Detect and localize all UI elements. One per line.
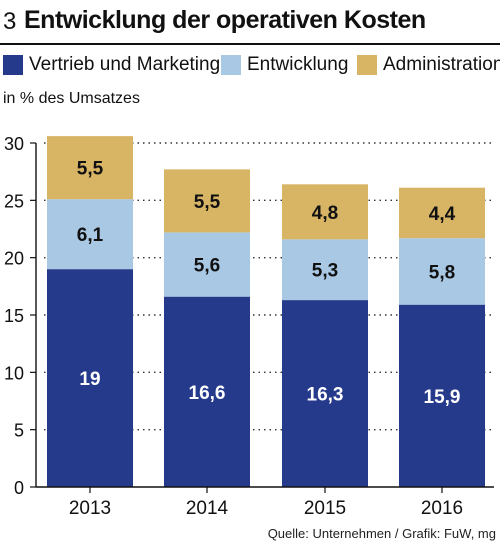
data-label-2014-1: 5,6	[194, 256, 220, 277]
data-label-2015-0: 16,3	[307, 385, 344, 406]
bar-2014-administration	[164, 169, 250, 233]
legend-item-entwicklung: Entwicklung	[221, 54, 348, 76]
chart-header: 3 Entwicklung der operativen Kosten	[0, 0, 500, 44]
bar-2013-entwicklung	[47, 199, 133, 270]
bar-2016-entwicklung	[399, 238, 485, 305]
data-label-2013-2: 5,5	[77, 159, 104, 180]
data-label-2016-0: 15,9	[424, 387, 461, 408]
bar-2016-vertrieb	[399, 304, 485, 487]
x-tick-label-2014: 2014	[186, 498, 229, 519]
legend-item-vertrieb: Vertrieb und Marketing	[3, 54, 220, 76]
bar-2014-entwicklung	[164, 232, 250, 297]
bar-2014-vertrieb	[164, 296, 250, 487]
legend: Vertrieb und Marketing Entwicklung Admin…	[0, 54, 500, 80]
legend-swatch-administration	[357, 55, 377, 75]
legend-label-vertrieb: Vertrieb und Marketing	[29, 54, 221, 75]
y-axis-unit-label: in % des Umsatzes	[3, 90, 140, 107]
chart-title: Entwicklung der operativen Kosten	[24, 6, 426, 34]
data-label-2013-0: 19	[79, 369, 100, 390]
source-note: Quelle: Unternehmen / Grafik: FuW, mg	[267, 526, 496, 541]
figure-number: 3	[3, 8, 17, 35]
bar-2015-vertrieb	[282, 300, 368, 487]
y-tick-label-0: 0	[14, 478, 24, 498]
y-tick-label-20: 20	[4, 249, 24, 269]
y-tick-label-10: 10	[4, 363, 24, 383]
x-tick-label-2013: 2013	[69, 498, 111, 519]
bar-2013-vertrieb	[47, 269, 133, 487]
bar-2015-entwicklung	[282, 239, 368, 301]
legend-swatch-entwicklung	[221, 55, 241, 75]
data-label-2013-1: 6,1	[77, 225, 104, 246]
y-tick-label-15: 15	[4, 306, 24, 326]
data-label-2014-2: 5,5	[194, 192, 221, 213]
bar-2016-administration	[399, 187, 485, 239]
x-tick-label-2015: 2015	[304, 498, 346, 519]
data-label-2014-0: 16,6	[189, 383, 226, 404]
bar-2013-administration	[47, 136, 133, 200]
data-label-2015-1: 5,3	[312, 261, 338, 282]
y-tick-label-30: 30	[4, 134, 24, 154]
x-tick-label-2016: 2016	[421, 498, 463, 519]
y-tick-label-5: 5	[14, 421, 24, 441]
data-label-2016-2: 4,4	[429, 204, 456, 225]
data-label-2016-1: 5,8	[429, 262, 455, 283]
legend-label-entwicklung: Entwicklung	[247, 54, 349, 75]
legend-swatch-vertrieb	[3, 55, 23, 75]
bar-2015-administration	[282, 184, 368, 240]
title-rule	[0, 43, 500, 45]
legend-item-administration: Administration	[357, 54, 500, 76]
y-tick-label-25: 25	[4, 191, 24, 211]
legend-label-administration: Administration	[383, 54, 500, 75]
data-label-2015-2: 4,8	[312, 203, 338, 224]
